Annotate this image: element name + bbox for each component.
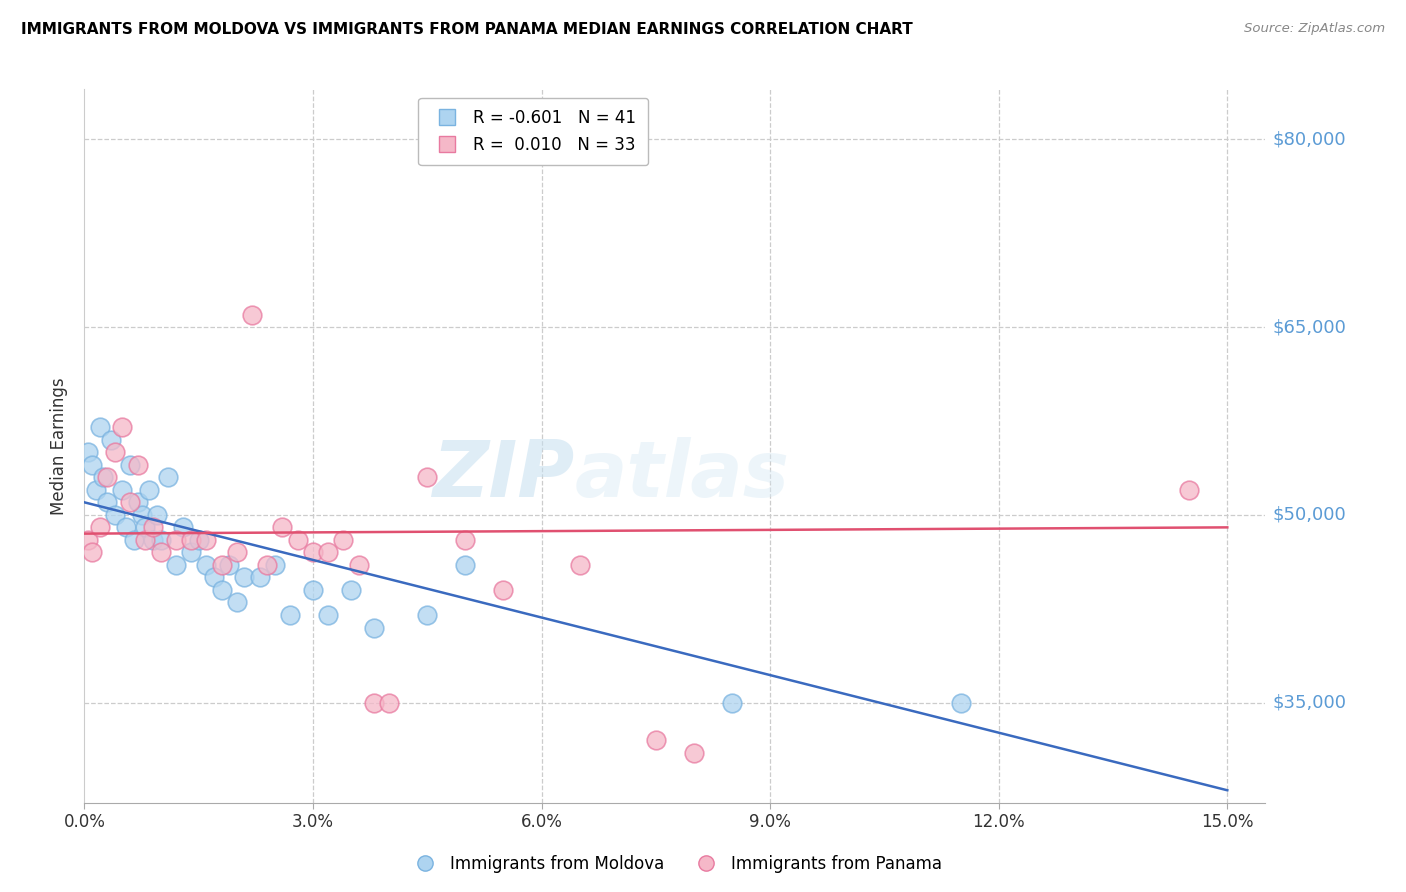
Point [211,558,233,572]
Point [93,470,115,484]
Point [149,545,172,559]
Point [120,458,142,472]
Point [77,445,100,459]
Point [316,545,339,559]
Point [111,420,134,434]
Point [949,696,972,710]
Point [111,483,134,497]
Point [157,470,180,484]
Point [218,558,240,572]
Point [225,545,247,559]
Point [89,420,111,434]
Point [138,483,160,497]
Point [84,483,107,497]
Text: $35,000: $35,000 [1272,694,1347,712]
Point [240,308,263,322]
Point [454,558,477,572]
Text: IMMIGRANTS FROM MOLDOVA VS IMMIGRANTS FROM PANAMA MEDIAN EARNINGS CORRELATION CH: IMMIGRANTS FROM MOLDOVA VS IMMIGRANTS FR… [21,22,912,37]
Point [302,545,325,559]
Point [195,533,218,547]
Text: $65,000: $65,000 [1272,318,1347,336]
Point [644,733,666,747]
Point [100,433,122,447]
Point [363,621,385,635]
Point [172,520,194,534]
Legend: R = -0.601   N = 41, R =  0.010   N = 33: R = -0.601 N = 41, R = 0.010 N = 33 [419,97,648,165]
Point [134,520,156,534]
Point [721,696,744,710]
Point [249,570,271,584]
Point [202,570,225,584]
Text: Source: ZipAtlas.com: Source: ZipAtlas.com [1244,22,1385,36]
Point [416,470,439,484]
Point [104,508,127,522]
Point [195,558,218,572]
Text: $50,000: $50,000 [1272,506,1346,524]
Point [180,545,202,559]
Point [363,696,385,710]
Point [316,607,339,622]
Point [256,558,278,572]
Point [211,582,233,597]
Point [233,570,256,584]
Point [165,533,187,547]
Point [115,520,138,534]
Point [104,445,127,459]
Text: atlas: atlas [575,436,790,513]
Point [340,582,363,597]
Point [165,558,187,572]
Point [120,495,142,509]
Point [416,607,439,622]
Point [80,545,103,559]
Point [145,508,167,522]
Point [492,582,515,597]
Point [225,595,247,609]
Text: $80,000: $80,000 [1272,130,1346,148]
Point [149,533,172,547]
Text: ZIP: ZIP [432,436,575,513]
Point [568,558,591,572]
Point [263,558,285,572]
Point [134,533,156,547]
Legend: Immigrants from Moldova, Immigrants from Panama: Immigrants from Moldova, Immigrants from… [402,848,948,880]
Point [89,520,111,534]
Point [454,533,477,547]
Point [332,533,354,547]
Point [271,520,294,534]
Point [142,520,165,534]
Point [131,508,153,522]
Point [1178,483,1201,497]
Point [127,458,149,472]
Point [378,696,401,710]
Point [127,495,149,509]
Point [347,558,370,572]
Point [683,746,706,760]
Point [187,533,209,547]
Point [142,533,165,547]
Point [77,533,100,547]
Point [96,495,118,509]
Point [122,533,145,547]
Point [180,533,202,547]
Point [287,533,309,547]
Point [80,458,103,472]
Point [96,470,118,484]
Point [278,607,301,622]
Point [302,582,325,597]
Y-axis label: Median Earnings: Median Earnings [51,377,69,515]
